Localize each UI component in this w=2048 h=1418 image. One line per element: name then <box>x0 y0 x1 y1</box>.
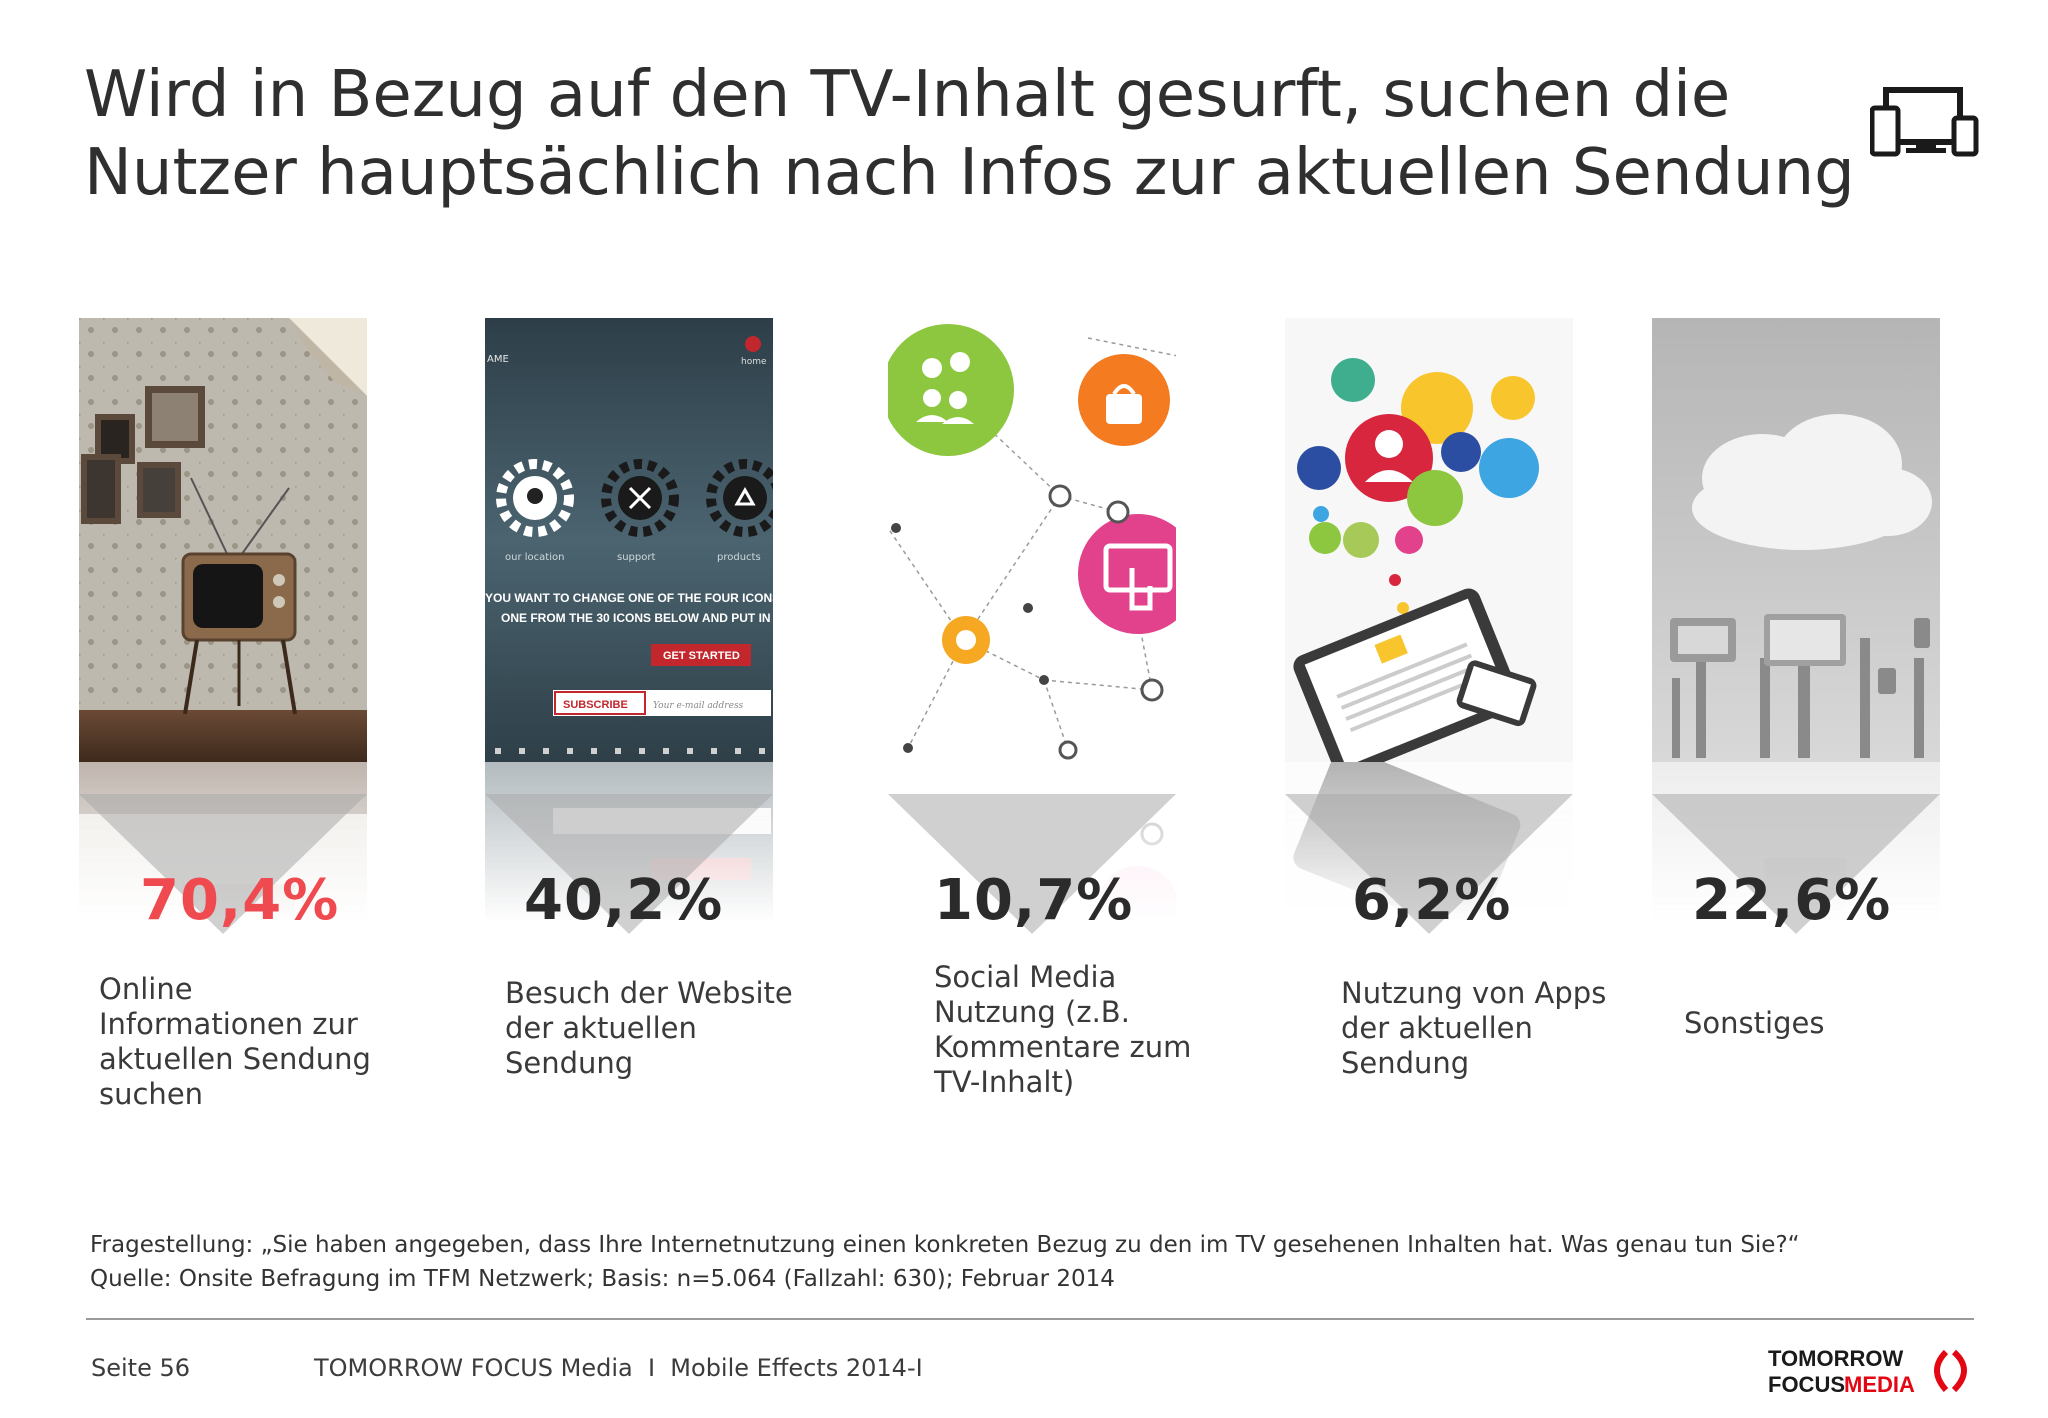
smartphone-icon <box>1456 660 1537 727</box>
label-online-info: Online Informationen zur aktuellen Sendu… <box>99 972 371 1111</box>
tablet-icon <box>1293 588 1521 762</box>
subscribe-label: SUBSCRIBE <box>563 699 628 711</box>
gear-label-location: our location <box>505 552 564 563</box>
card-sonstiges <box>1652 318 1940 934</box>
website-screenshot: AME home our location support products Y <box>485 318 773 762</box>
website-brand: AME <box>487 354 509 365</box>
gear-products-icon <box>706 459 773 537</box>
website-home-link[interactable]: home <box>741 357 767 367</box>
footer-divider <box>86 1318 1974 1320</box>
get-started-button[interactable] <box>651 644 751 666</box>
cloud-devices-photo <box>1652 318 1940 762</box>
label-sonstiges: Sonstiges <box>1684 1006 1825 1040</box>
title-line-1: Wird in Bezug auf den TV-Inhalt gesurft,… <box>84 58 1731 132</box>
gear-label-support: support <box>617 552 655 563</box>
card-online-info <box>79 318 367 934</box>
arrow-shape <box>1285 794 1573 934</box>
gear-location-icon <box>496 459 574 537</box>
arrow-shape <box>485 794 773 934</box>
logo-line-2b: MEDIA <box>1844 1372 1915 1397</box>
website-headline-1: YOU WANT TO CHANGE ONE OF THE FOUR ICONS… <box>485 591 773 605</box>
value-social-media: 10,7% <box>934 868 1134 933</box>
card-website: AME home our location support products Y <box>485 318 773 934</box>
value-online-info: 70,4% <box>140 868 340 933</box>
gear-support-icon <box>601 459 679 537</box>
gear-label-products: products <box>717 552 761 563</box>
people-chat-icon <box>888 324 1014 456</box>
website-headline-2: ONE FROM THE 30 ICONS BELOW AND PUT IN <box>501 611 771 625</box>
publisher-line: TOMORROW FOCUS Media I Mobile Effects 20… <box>314 1354 923 1382</box>
social-network-illustration <box>888 318 1176 762</box>
arrow-shape <box>1652 794 1940 934</box>
value-sonstiges: 22,6% <box>1692 868 1892 933</box>
arrow-shape <box>888 794 1176 934</box>
label-social-media: Social Media Nutzung (z.B. Kommentare zu… <box>934 960 1192 1099</box>
logo-line-1: TOMORROW <box>1768 1346 1903 1371</box>
email-placeholder: Your e-mail address <box>653 701 744 711</box>
label-website: Besuch der Website der aktuellen Sendung <box>505 976 793 1080</box>
tomorrow-focus-media-logo: TOMORROW FOCUS MEDIA <box>1768 1346 1967 1397</box>
retro-tv-photo <box>79 318 367 762</box>
tablet-apps-illustration <box>1285 318 1573 762</box>
card-apps <box>1285 318 1573 934</box>
devices-icon <box>1870 87 1979 157</box>
cloud-icon <box>1692 414 1932 550</box>
value-apps: 6,2% <box>1352 868 1512 933</box>
get-started-label: GET STARTED <box>663 650 740 662</box>
label-apps: Nutzung von Apps der aktuellen Sendung <box>1341 976 1607 1080</box>
survey-source: Quelle: Onsite Befragung im TFM Netzwerk… <box>90 1266 1115 1292</box>
card-social-media <box>888 318 1176 934</box>
page-number: Seite 56 <box>91 1354 191 1382</box>
survey-question: Fragestellung: „Sie haben angegeben, das… <box>90 1232 1800 1258</box>
value-website: 40,2% <box>524 868 724 933</box>
arrow-shape <box>79 794 367 934</box>
logo-line-2a: FOCUS <box>1768 1372 1845 1397</box>
page-title: Wird in Bezug auf den TV-Inhalt gesurft,… <box>84 56 1884 212</box>
subscribe-button[interactable] <box>554 691 646 715</box>
survey-note: Fragestellung: „Sie haben angegeben, das… <box>90 1228 1800 1296</box>
title-line-2: Nutzer hauptsächlich nach Infos zur aktu… <box>84 136 1855 210</box>
